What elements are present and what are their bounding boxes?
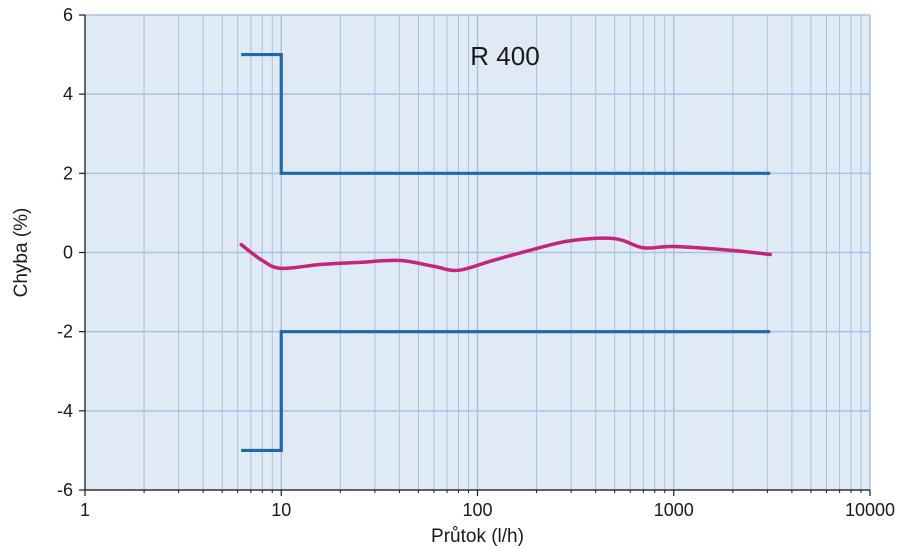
- x-tick-label: 1: [80, 500, 90, 520]
- y-tick-label: 4: [63, 84, 73, 104]
- y-tick-label: -6: [57, 480, 73, 500]
- y-tick-label: 2: [63, 163, 73, 183]
- chart-title: R 400: [470, 41, 539, 71]
- y-tick-label: -2: [57, 322, 73, 342]
- y-tick-label: 6: [63, 5, 73, 25]
- y-tick-label: -4: [57, 401, 73, 421]
- x-tick-label: 10000: [845, 500, 895, 520]
- x-tick-label: 1000: [654, 500, 694, 520]
- x-tick-label: 10: [271, 500, 291, 520]
- x-tick-label: 100: [462, 500, 492, 520]
- x-axis-label: Průtok (l/h): [431, 526, 524, 547]
- flow-error-chart: -6 -4 -2 0 2 4 6 1 10 100 1000 10000 R 400 Průtok (l/…: [0, 0, 901, 549]
- y-axis-label: Chyba (%): [11, 208, 32, 298]
- chart-svg: -6 -4 -2 0 2 4 6 1 10 100 1000 10000 R 400 Průtok (l/…: [0, 0, 901, 549]
- y-tick-label: 0: [63, 243, 73, 263]
